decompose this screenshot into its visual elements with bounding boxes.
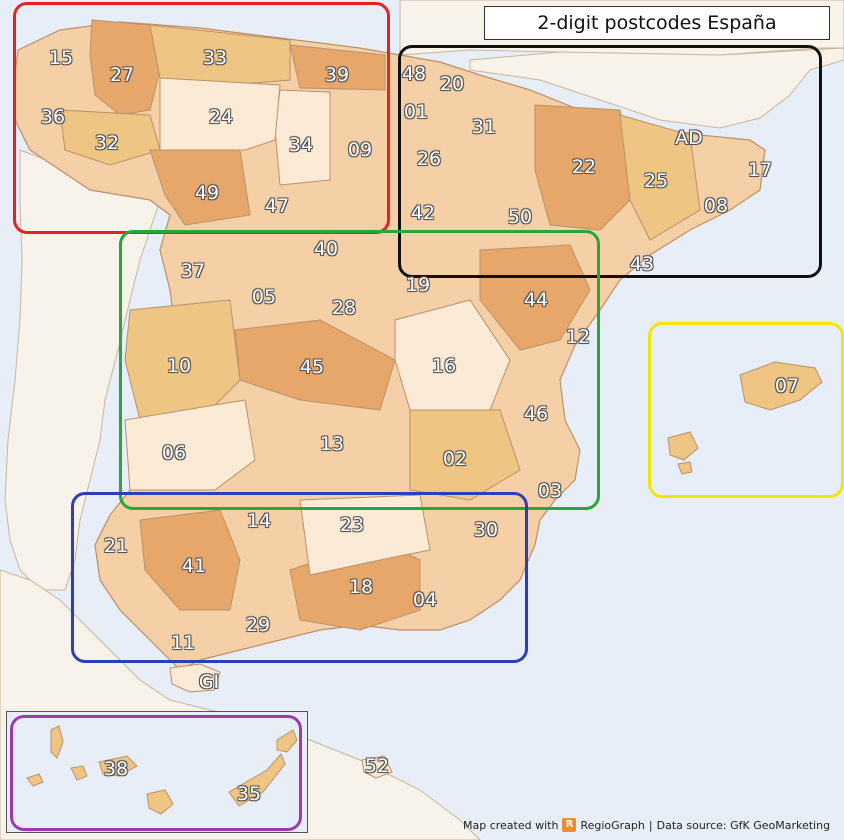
postcode-label: 40 [313,238,339,260]
postcode-label: 27 [109,64,135,86]
province-24 [159,77,281,151]
postcode-label: 03 [537,480,563,502]
fuerteventura-island [228,753,286,807]
highlight-box-balearic [648,322,844,498]
postcode-label: 15 [48,47,74,69]
postcode-label: 41 [181,555,207,577]
postcode-label: 37 [180,260,206,282]
postcode-label: 12 [565,326,591,348]
la-gomera-island [70,765,88,781]
credit-source: Data source: GfK GeoMarketing [656,818,831,832]
map-title: 2-digit postcodes España [484,6,830,40]
postcode-label: 25 [643,170,669,192]
credit-prefix: Map created with [463,818,559,832]
province-41 [139,509,241,611]
province-39 [289,44,386,91]
postcode-label: 16 [431,355,457,377]
province-25 [619,114,701,241]
postcode-label: 30 [473,519,499,541]
postcode-label: 13 [319,433,345,455]
highlight-box-northeast [398,45,822,278]
postcode-label: 17 [747,159,773,181]
postcode-label: 04 [412,589,438,611]
postcode-label: 49 [194,182,220,204]
highlight-box-south [71,492,528,663]
province-06 [124,399,256,491]
province-44 [479,244,591,351]
tenerife-island [98,755,138,777]
canary-islands-inset [6,711,308,833]
melilla-area [361,755,393,779]
postcode-label: 22 [571,156,597,178]
lanzarote-island [276,729,298,753]
postcode-label: 38 [103,758,129,780]
highlight-box-canary [10,715,302,831]
postcode-label: 26 [416,148,442,170]
province-33 [149,24,291,86]
postcode-label: 35 [236,783,262,805]
postcode-label: 02 [442,448,468,470]
province-07-formentera [677,461,693,475]
postcode-label: 20 [439,73,465,95]
postcode-label: AD [675,127,703,149]
credit-separator: | [648,818,653,832]
postcode-label: 29 [245,614,271,636]
postcode-label: 08 [703,195,729,217]
postcode-label: 06 [161,442,187,464]
postcode-label: 11 [170,632,196,654]
postcode-label: 45 [299,356,325,378]
postcode-label: 48 [401,63,427,85]
postcode-label: 01 [403,101,429,123]
gran-canaria-island [146,789,174,815]
postcode-label: 14 [246,510,272,532]
postcode-label: 47 [264,195,290,217]
canary-islands-map [26,725,298,815]
postcode-label: 32 [94,132,120,154]
postcode-label: 36 [40,106,66,128]
ceuta-gibraltar-area [169,663,221,693]
la-palma-island [50,725,64,759]
postcode-label: 18 [348,576,374,598]
province-22 [534,104,641,231]
postcode-label: 42 [410,202,436,224]
postcode-label: 07 [774,375,800,397]
province-07-ibiza [667,431,699,461]
credit-brand: RegioGraph [580,818,645,832]
postcode-label: 50 [507,206,533,228]
postcode-label: 43 [629,253,655,275]
france-south-coast [469,47,844,129]
postcode-label: 52 [364,755,390,777]
highlight-box-central [119,230,600,510]
postcode-label: 21 [103,535,129,557]
postcode-label: 19 [405,274,431,296]
regiograph-logo-icon: R [562,818,577,832]
postcode-label: 39 [324,64,350,86]
province-32 [59,109,161,166]
province-02 [409,409,521,501]
postcode-label: 23 [339,514,365,536]
postcode-label: 09 [347,139,373,161]
postcode-label: 34 [288,134,314,156]
province-07 [739,361,823,411]
postcode-label: GI [198,671,220,693]
map-credit: Map created with R RegioGraph | Data sou… [463,818,830,832]
postcode-label: 33 [202,47,228,69]
postcode-label: 46 [523,403,549,425]
province-23 [299,494,431,576]
postcode-label: 31 [471,116,497,138]
el-hierro-island [26,773,44,787]
postcode-label: 24 [208,106,234,128]
postcode-label: 28 [331,297,357,319]
postcode-label: 05 [251,286,277,308]
postcode-label: 44 [523,289,549,311]
postcode-label: 10 [166,355,192,377]
